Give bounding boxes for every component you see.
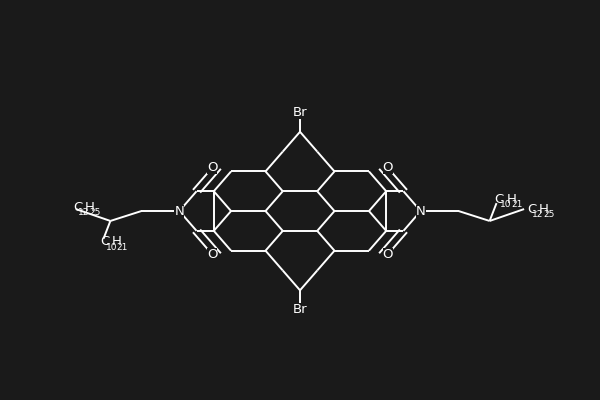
Text: H: H	[112, 236, 122, 248]
Text: 21: 21	[117, 242, 128, 252]
Text: O: O	[207, 248, 217, 261]
Text: 12: 12	[532, 210, 544, 220]
Text: 12: 12	[78, 208, 89, 217]
Text: 10: 10	[500, 200, 511, 209]
Text: N: N	[175, 204, 184, 218]
Text: O: O	[207, 161, 217, 174]
Text: H: H	[506, 193, 516, 206]
Text: C: C	[495, 193, 504, 206]
Text: C: C	[527, 203, 536, 216]
Text: N: N	[416, 204, 425, 218]
Text: O: O	[383, 248, 393, 261]
Text: C: C	[101, 236, 110, 248]
Text: 21: 21	[511, 200, 523, 209]
Text: Br: Br	[293, 106, 307, 119]
Text: O: O	[383, 161, 393, 174]
Text: Br: Br	[293, 303, 307, 316]
Text: 25: 25	[544, 210, 555, 220]
Text: H: H	[85, 200, 94, 214]
Text: C: C	[73, 200, 82, 214]
Text: 10: 10	[106, 242, 117, 252]
Text: H: H	[539, 203, 548, 216]
Text: 25: 25	[89, 208, 101, 217]
